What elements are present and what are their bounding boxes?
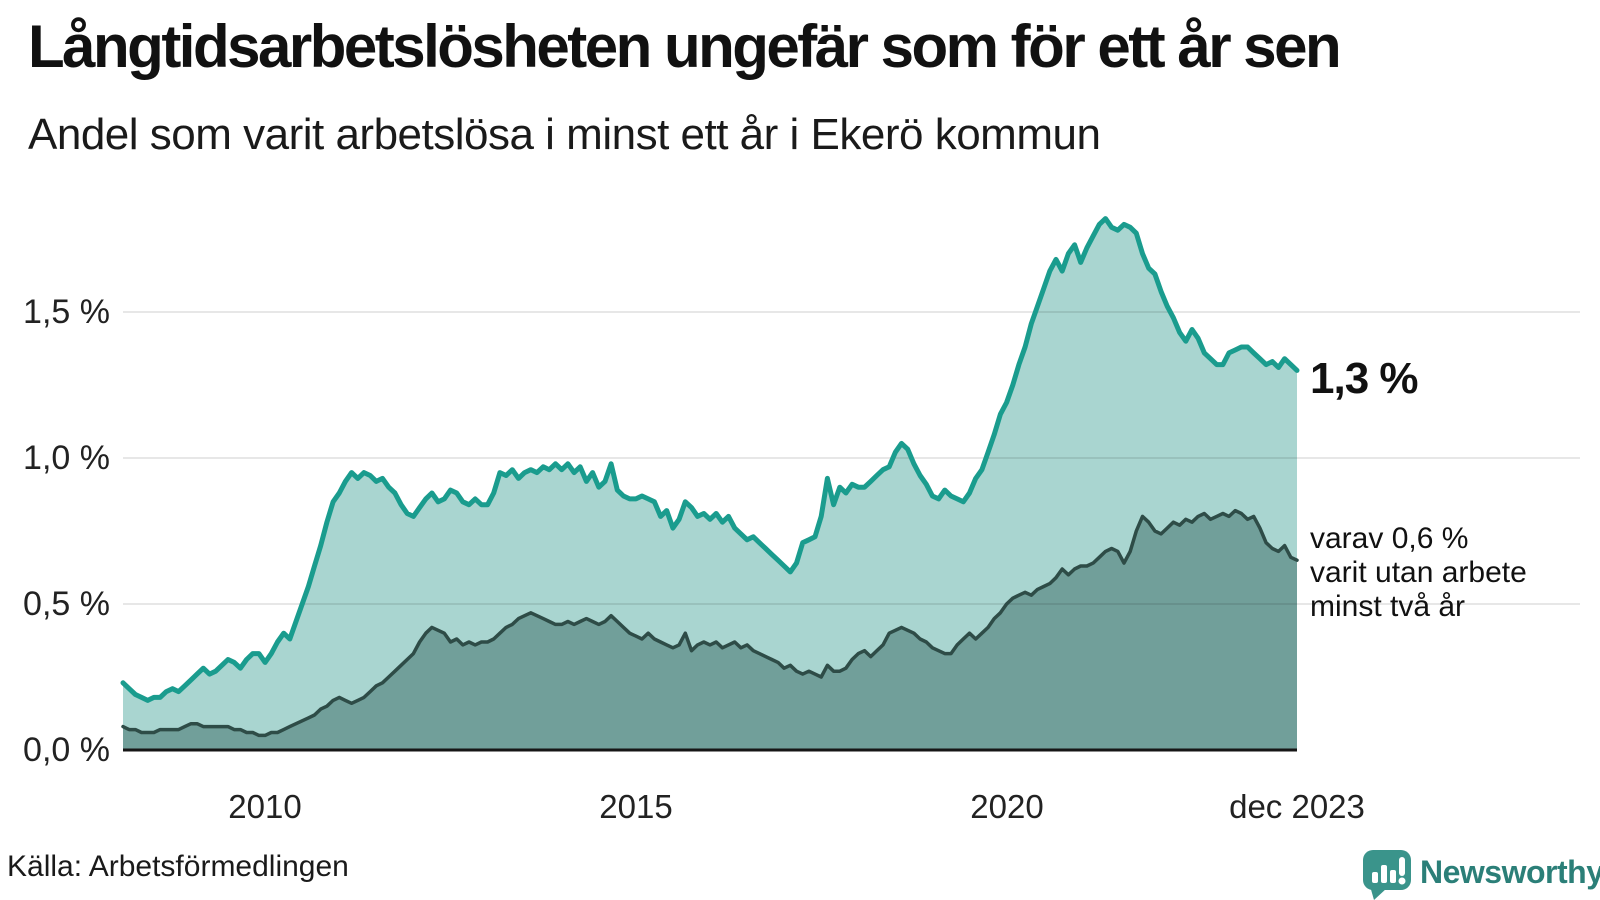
series-fill-1	[123, 510, 1297, 750]
annotation-line-1: varav 0,6 %	[1310, 522, 1469, 555]
y-axis-tick-1-0: 1,0 %	[23, 439, 110, 477]
annotation-line-3: minst två år	[1310, 590, 1466, 623]
series-line-1	[121, 508, 1299, 738]
newsworthy-brand: Newsworthy	[1360, 844, 1600, 900]
series-line-0	[120, 216, 1300, 703]
y-axis-tick-0-5: 0,5 %	[23, 585, 110, 623]
annotation-line-2: varit utan arbete	[1310, 556, 1527, 589]
secondary-series-annotation: varav 0,6 % varit utan arbete minst två …	[1310, 522, 1527, 624]
x-axis-tick-2020: 2020	[970, 788, 1044, 825]
source-note: Källa: Arbetsförmedlingen	[7, 850, 349, 883]
x-axis-tick-2015: 2015	[599, 788, 673, 825]
page-title: Långtidsarbetslösheten ungefär som för e…	[28, 13, 1342, 80]
page-subtitle: Andel som varit arbetslösa i minst ett å…	[28, 110, 1101, 159]
y-axis-tick-0-0: 0,0 %	[23, 731, 110, 769]
latest-value-label: 1,3 %	[1310, 354, 1419, 403]
x-axis-tick-2010: 2010	[228, 788, 302, 825]
y-axis-tick-1-5: 1,5 %	[23, 293, 110, 331]
x-axis-tick-dec-2023: dec 2023	[1229, 788, 1365, 825]
brand-name: Newsworthy	[1420, 854, 1600, 890]
newsworthy-logo-icon	[1363, 850, 1411, 900]
